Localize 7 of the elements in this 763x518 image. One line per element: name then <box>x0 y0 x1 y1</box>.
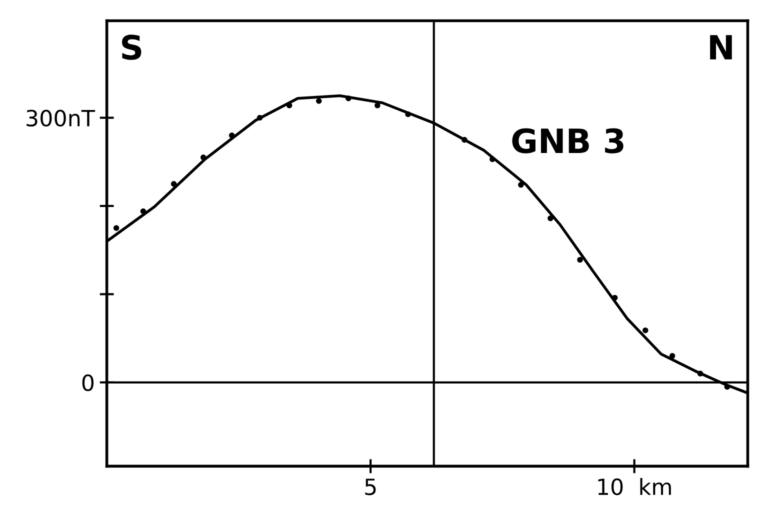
annotation: N <box>710 35 732 60</box>
x-tick-label: 5 <box>365 478 376 496</box>
annotation: S <box>122 34 142 60</box>
y-tick-label: 0 <box>82 374 94 392</box>
y-tick-label: 300nT <box>26 110 96 127</box>
x-tick-label: 10 km <box>598 478 671 496</box>
annotation: GNB 3 <box>512 128 624 154</box>
